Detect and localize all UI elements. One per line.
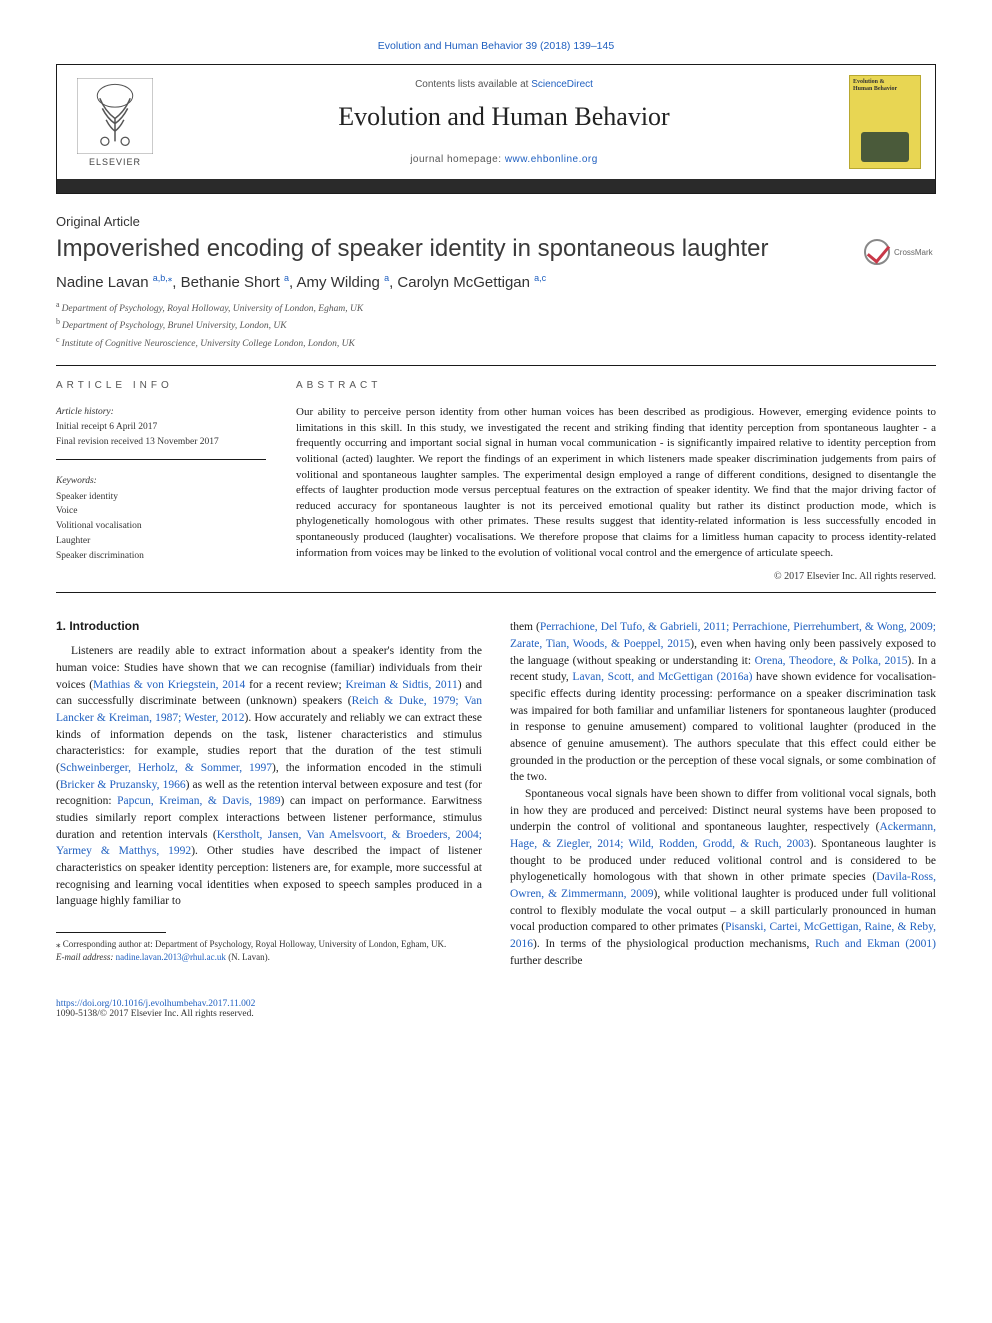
abstract-heading: ABSTRACT xyxy=(296,380,936,391)
contents-line: Contents lists available at ScienceDirec… xyxy=(179,79,829,90)
citation-link[interactable]: Davila-Ross, Owren, & Zimmermann, 2009 xyxy=(510,871,936,900)
crossmark-badge[interactable]: CrossMark xyxy=(864,239,936,265)
article-title: Impoverished encoding of speaker identit… xyxy=(56,235,864,263)
footnotes: ⁎ Corresponding author at: Department of… xyxy=(56,938,482,963)
citation-link[interactable]: Kreiman & Sidtis, 2011 xyxy=(345,679,457,691)
running-head: Evolution and Human Behavior 39 (2018) 1… xyxy=(56,40,936,52)
affiliation-line: c Institute of Cognitive Neuroscience, U… xyxy=(56,334,936,351)
citation-link[interactable]: Schweinberger, Herholz, & Sommer, 1997 xyxy=(60,762,272,774)
paragraph: Spontaneous vocal signals have been show… xyxy=(510,786,936,969)
citation-link[interactable]: Ruch and Ekman (2001) xyxy=(815,938,936,950)
affiliation-ref-link[interactable]: a,c xyxy=(534,273,546,283)
crossmark-label: CrossMark xyxy=(894,248,933,257)
masthead: ELSEVIER Contents lists available at Sci… xyxy=(56,64,936,194)
elsevier-wordmark: ELSEVIER xyxy=(89,157,141,167)
authors-line: Nadine Lavan a,b,⁎, Bethanie Short a, Am… xyxy=(56,273,936,291)
citation-link[interactable]: Ackermann, Hage, & Ziegler, 2014; Wild, … xyxy=(510,821,936,850)
divider xyxy=(56,592,936,593)
citation-link[interactable]: Kerstholt, Jansen, Van Amelsvoort, & Bro… xyxy=(56,829,482,858)
article-type: Original Article xyxy=(56,214,936,229)
page: Evolution and Human Behavior 39 (2018) 1… xyxy=(0,0,992,1049)
affiliation-line: a Department of Psychology, Royal Hollow… xyxy=(56,299,936,316)
journal-title: Evolution and Human Behavior xyxy=(179,102,829,132)
abstract-text: Our ability to perceive person identity … xyxy=(296,405,936,561)
elsevier-tree-icon xyxy=(77,78,153,154)
sciencedirect-link[interactable]: ScienceDirect xyxy=(531,79,593,90)
cover-image-icon xyxy=(861,132,909,162)
citation-link[interactable]: Perrachione, Del Tufo, & Gabrieli, 2011;… xyxy=(510,621,936,650)
body-column-right: them (Perrachione, Del Tufo, & Gabrieli,… xyxy=(510,619,936,969)
citation-link[interactable]: Bricker & Pruzansky, 1966 xyxy=(60,779,186,791)
body-text: them (Perrachione, Del Tufo, & Gabrieli,… xyxy=(510,619,936,969)
abstract-column: ABSTRACT Our ability to perceive person … xyxy=(296,380,936,582)
issn-copyright: 1090-5138/© 2017 Elsevier Inc. All right… xyxy=(56,1009,254,1019)
citation-link[interactable]: Papcun, Kreiman, & Davis, 1989 xyxy=(117,795,280,807)
abstract-copyright: © 2017 Elsevier Inc. All rights reserved… xyxy=(296,571,936,582)
body-columns: 1. Introduction Listeners are readily ab… xyxy=(56,619,936,969)
citation-link[interactable]: Mathias & von Kriegstein, 2014 xyxy=(93,679,245,691)
citation-link[interactable]: Orena, Theodore, & Polka, 2015 xyxy=(755,655,908,667)
journal-homepage-link[interactable]: www.ehbonline.org xyxy=(505,154,598,165)
article-info-column: ARTICLE INFO Article history: Initial re… xyxy=(56,380,266,582)
affiliation-ref-link[interactable]: a,b, xyxy=(153,273,168,283)
journal-cover-thumb: Evolution & Human Behavior xyxy=(849,75,921,169)
journal-cover-area: Evolution & Human Behavior xyxy=(835,65,935,179)
doi-link[interactable]: https://doi.org/10.1016/j.evolhumbehav.2… xyxy=(56,999,255,1009)
elsevier-logo: ELSEVIER xyxy=(73,75,157,169)
section-heading: 1. Introduction xyxy=(56,619,482,633)
body-column-left: 1. Introduction Listeners are readily ab… xyxy=(56,619,482,969)
citation-link[interactable]: Lavan, Scott, and McGettigan (2016a) xyxy=(572,671,752,683)
publisher-logo-area: ELSEVIER xyxy=(57,65,173,179)
keywords-block: Keywords: Speaker identity Voice Volitio… xyxy=(56,474,266,563)
affiliations: a Department of Psychology, Royal Hollow… xyxy=(56,299,936,351)
author-email-link[interactable]: nadine.lavan.2013@rhul.ac.uk xyxy=(116,952,226,962)
masthead-bar xyxy=(57,179,935,193)
page-footer: https://doi.org/10.1016/j.evolhumbehav.2… xyxy=(56,999,936,1019)
article-info-heading: ARTICLE INFO xyxy=(56,380,266,391)
paragraph: Listeners are readily able to extract in… xyxy=(56,643,482,910)
paragraph: them (Perrachione, Del Tufo, & Gabrieli,… xyxy=(510,619,936,786)
journal-homepage: journal homepage: www.ehbonline.org xyxy=(179,154,829,165)
article-history: Article history: Initial receipt 6 April… xyxy=(56,405,266,460)
footnote-divider xyxy=(56,932,166,933)
citation-link[interactable]: Reich & Duke, 1979; Van Lancker & Kreima… xyxy=(56,695,482,724)
corresponding-author-note: ⁎ Corresponding author at: Department of… xyxy=(56,938,482,951)
crossmark-icon xyxy=(864,239,890,265)
affiliation-line: b Department of Psychology, Brunel Unive… xyxy=(56,316,936,333)
body-text: Listeners are readily able to extract in… xyxy=(56,643,482,910)
email-line: E-mail address: nadine.lavan.2013@rhul.a… xyxy=(56,951,482,964)
